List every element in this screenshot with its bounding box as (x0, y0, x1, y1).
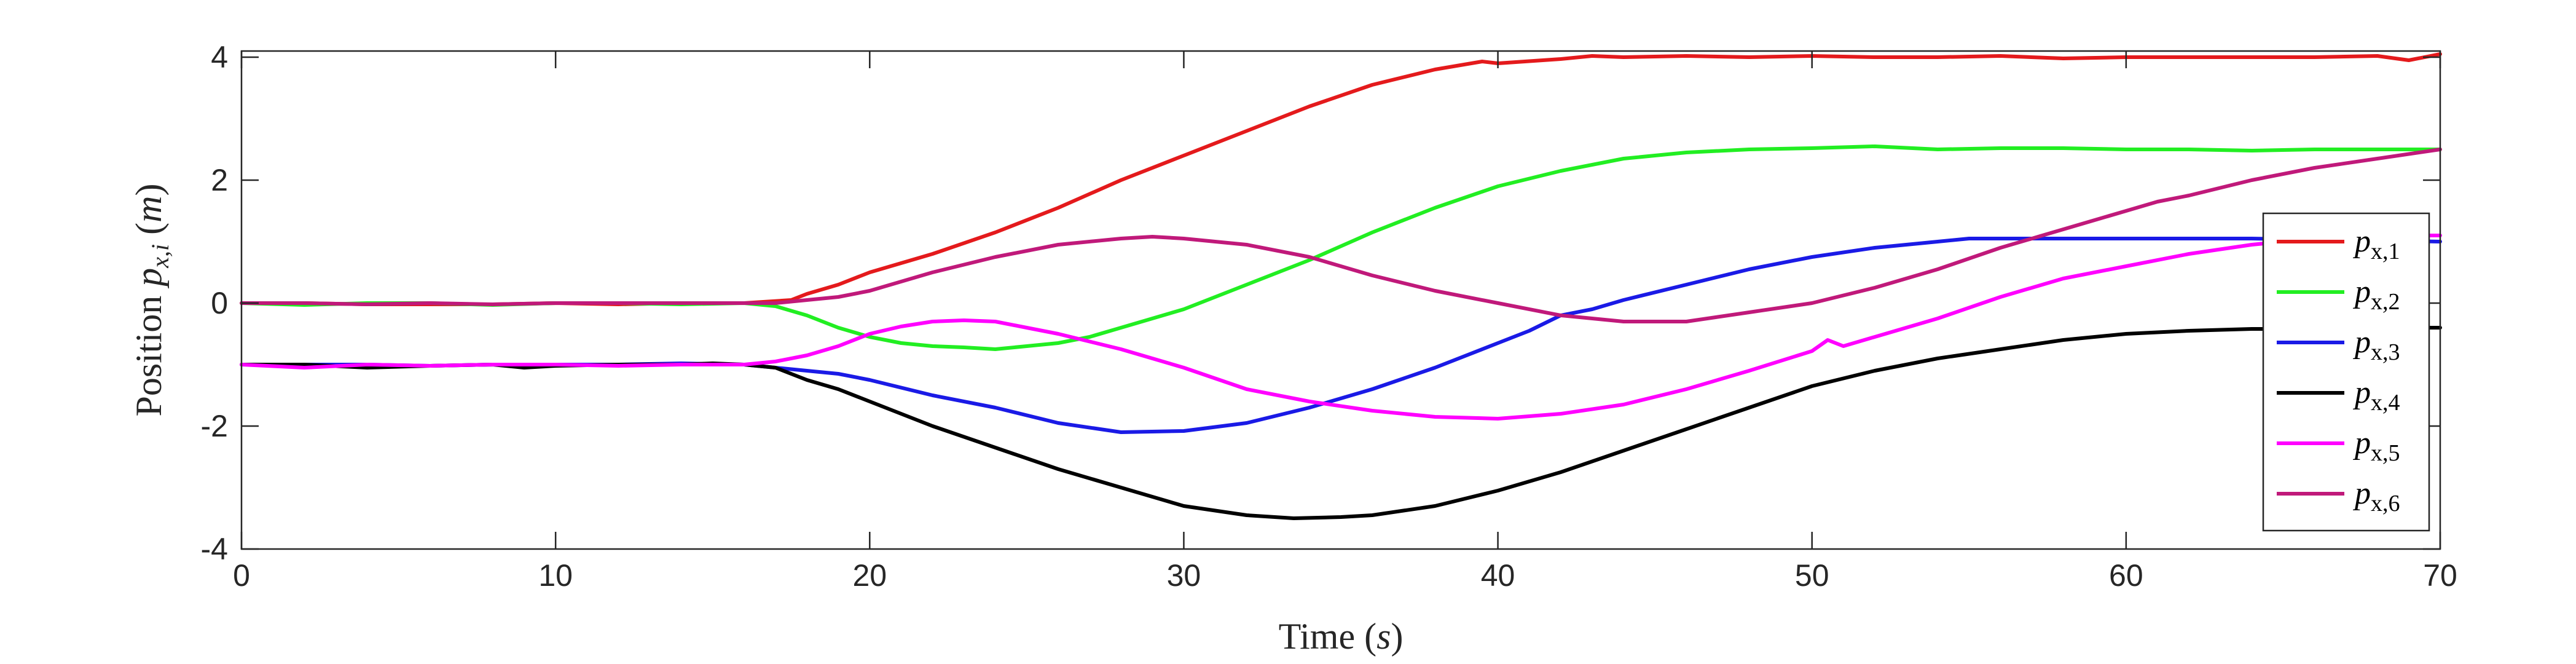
legend-label-6: px,6 (2352, 476, 2400, 516)
x-tick-label: 50 (1795, 558, 1829, 593)
x-tick-label: 10 (538, 558, 573, 593)
x-tick-label: 0 (233, 558, 250, 593)
x-axis-label-var: s (1376, 616, 1391, 657)
x-axis-label: Time (s) (1279, 616, 1404, 657)
y-tick-label: 2 (211, 163, 228, 197)
x-tick-label: 40 (1481, 558, 1515, 593)
y-tick-label: 0 (211, 286, 228, 320)
x-axis-label-text: Time ( (1279, 616, 1377, 657)
legend-label-2: px,2 (2352, 274, 2400, 315)
series-line-5 (240, 234, 2442, 421)
legend-label-1: px,1 (2352, 224, 2400, 264)
plot-frame (240, 50, 2441, 550)
y-axis-label-unit-close: ) (128, 184, 169, 196)
legend-label-3: px,3 (2352, 325, 2400, 365)
x-tick-label: 70 (2423, 558, 2457, 593)
legend: px,1 px,2 px,3 px,4 px,5 px,6 (2262, 212, 2430, 532)
legend-label-4: px,4 (2352, 375, 2400, 416)
legend-label-5: px,5 (2352, 425, 2400, 466)
x-axis-label-close: ) (1391, 616, 1403, 657)
x-tick-label: 30 (1167, 558, 1201, 593)
legend-items: px,1 px,2 px,3 px,4 px,5 px,6 (2277, 224, 2400, 516)
legend-box (2262, 212, 2430, 532)
y-axis-label: Position px,i (m) (128, 184, 174, 417)
y-axis-label-unit-open: ( (128, 223, 169, 244)
y-axis-label-unit: m (128, 196, 169, 223)
y-tick-label: 4 (211, 40, 228, 74)
y-axis-label-sub: x,i (146, 244, 174, 269)
y-axis-label-text: Position (128, 287, 169, 417)
x-tick-label: 60 (2109, 558, 2143, 593)
y-axis-label-var: p (128, 268, 169, 289)
y-tick-label: -4 (201, 532, 228, 566)
series-layer (240, 52, 2442, 520)
y-tick-label: -2 (201, 409, 228, 443)
x-tick-label: 20 (852, 558, 887, 593)
series-line-6 (240, 148, 2442, 323)
tick-layer: 0 10 20 30 40 50 60 70 -4 -2 0 2 4 (201, 40, 2457, 593)
